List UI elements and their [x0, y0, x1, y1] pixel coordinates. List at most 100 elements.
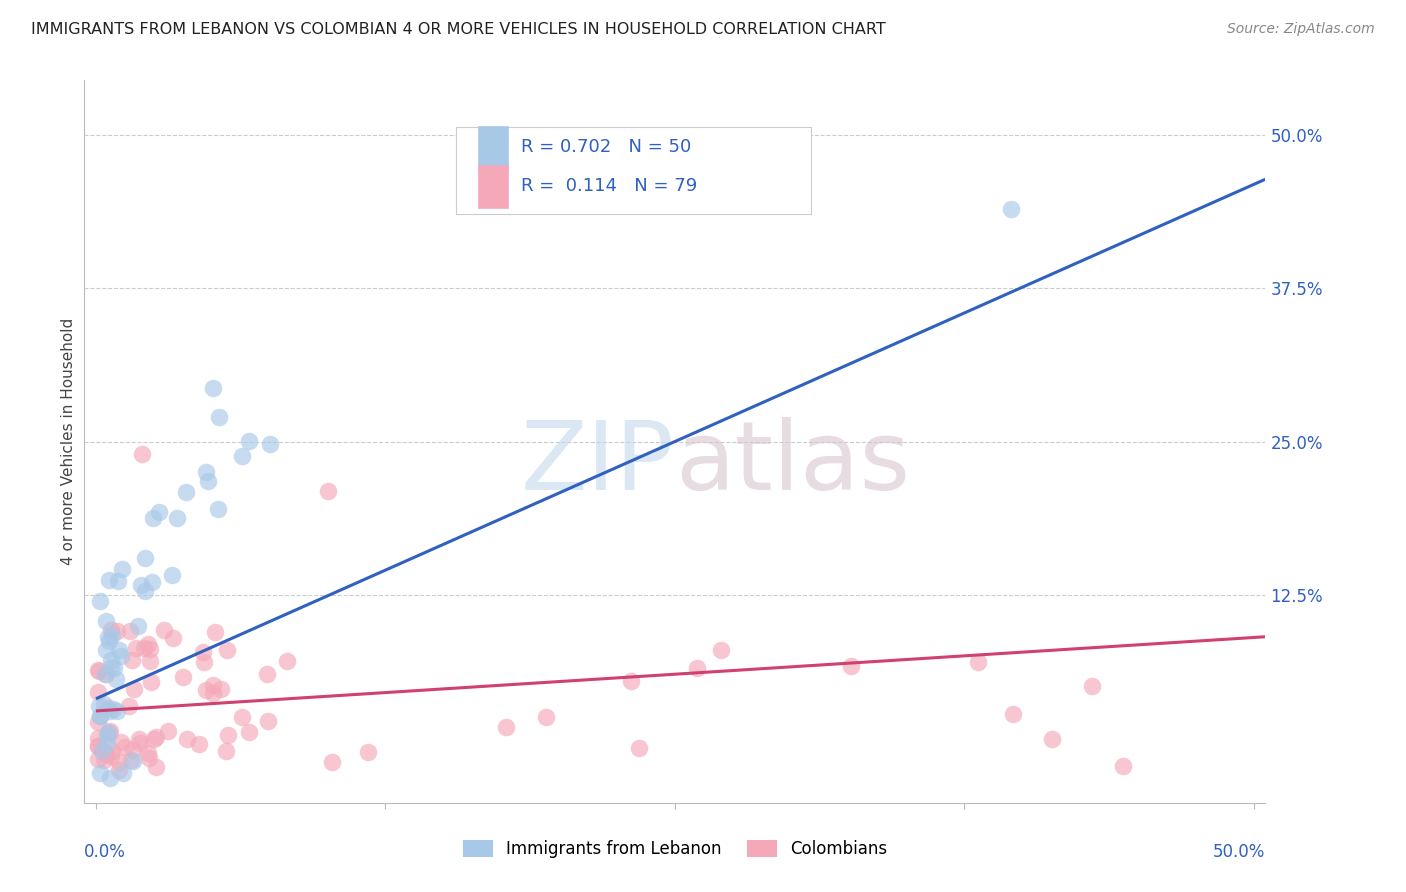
Point: [107, 756, 129, 770]
Point: [93, 697, 115, 711]
Point: [143, 732, 166, 747]
Point: [141, 574, 163, 589]
Point: [111, 561, 134, 575]
Point: [148, 505, 170, 519]
Point: [105, 624, 128, 639]
Text: 0.0%: 0.0%: [84, 843, 127, 861]
Text: Source: ZipAtlas.com: Source: ZipAtlas.com: [1227, 22, 1375, 37]
Point: [138, 750, 160, 764]
Point: [97, 724, 120, 739]
Point: [209, 682, 232, 697]
Point: [87, 664, 110, 678]
Point: [94, 745, 117, 759]
Point: [100, 623, 122, 637]
Point: [321, 755, 343, 769]
Y-axis label: 4 or more Vehicles in Household: 4 or more Vehicles in Household: [60, 318, 76, 566]
Point: [166, 511, 188, 525]
Point: [94, 747, 117, 761]
Point: [231, 449, 253, 463]
Point: [176, 485, 198, 500]
Point: [98, 574, 121, 588]
Point: [136, 637, 159, 651]
Point: [162, 631, 184, 645]
Point: [97, 701, 120, 715]
Point: [101, 744, 124, 758]
Point: [620, 673, 643, 688]
Point: [357, 745, 380, 759]
Point: [87, 731, 110, 745]
Point: [94, 642, 117, 657]
Point: [124, 641, 146, 656]
Point: [98, 704, 121, 718]
Point: [152, 623, 174, 637]
Text: atlas: atlas: [675, 417, 910, 509]
Point: [142, 510, 165, 524]
Text: R = 0.702   N = 50: R = 0.702 N = 50: [522, 138, 692, 156]
Point: [1080, 680, 1102, 694]
FancyBboxPatch shape: [478, 165, 509, 208]
Point: [1000, 202, 1022, 216]
Text: IMMIGRANTS FROM LEBANON VS COLOMBIAN 4 OR MORE VEHICLES IN HOUSEHOLD CORRELATION: IMMIGRANTS FROM LEBANON VS COLOMBIAN 4 O…: [31, 22, 886, 37]
Point: [1002, 707, 1025, 722]
Point: [91, 744, 114, 758]
Point: [215, 643, 238, 657]
Point: [495, 720, 517, 734]
Text: R =  0.114   N = 79: R = 0.114 N = 79: [522, 178, 697, 195]
Point: [710, 642, 733, 657]
Point: [207, 502, 229, 516]
Point: [1040, 731, 1063, 746]
Point: [114, 739, 136, 754]
Point: [188, 737, 211, 751]
Point: [89, 708, 111, 723]
Point: [96, 728, 118, 742]
Point: [101, 702, 124, 716]
Point: [207, 410, 229, 425]
Point: [98, 725, 121, 739]
Point: [87, 663, 110, 677]
Point: [108, 764, 131, 778]
Text: ZIP: ZIP: [522, 417, 675, 509]
Point: [122, 755, 145, 769]
Point: [127, 619, 149, 633]
Point: [97, 630, 120, 644]
Point: [257, 714, 280, 728]
Point: [217, 728, 239, 742]
Point: [98, 634, 121, 648]
Point: [100, 660, 122, 674]
Point: [534, 710, 557, 724]
Point: [191, 645, 214, 659]
Point: [238, 434, 260, 448]
Point: [134, 550, 156, 565]
Point: [195, 682, 218, 697]
Point: [141, 675, 163, 690]
Point: [98, 724, 121, 739]
Point: [129, 577, 152, 591]
Point: [101, 628, 124, 642]
Point: [87, 752, 110, 766]
Point: [231, 710, 253, 724]
Point: [176, 731, 198, 746]
Point: [87, 739, 110, 753]
Point: [238, 724, 260, 739]
Point: [204, 625, 226, 640]
Point: [839, 659, 862, 673]
Point: [107, 574, 129, 588]
Point: [131, 447, 153, 461]
Point: [100, 749, 122, 764]
Point: [120, 624, 142, 638]
Point: [628, 741, 651, 756]
Point: [197, 474, 219, 488]
FancyBboxPatch shape: [457, 128, 811, 214]
Point: [967, 655, 990, 669]
Point: [156, 724, 179, 739]
Point: [100, 653, 122, 667]
Point: [136, 746, 159, 760]
Point: [162, 568, 184, 582]
Point: [105, 705, 128, 719]
Point: [94, 666, 117, 681]
Point: [117, 698, 139, 713]
Point: [202, 678, 225, 692]
Point: [256, 666, 278, 681]
Point: [202, 381, 225, 395]
Point: [112, 766, 135, 780]
